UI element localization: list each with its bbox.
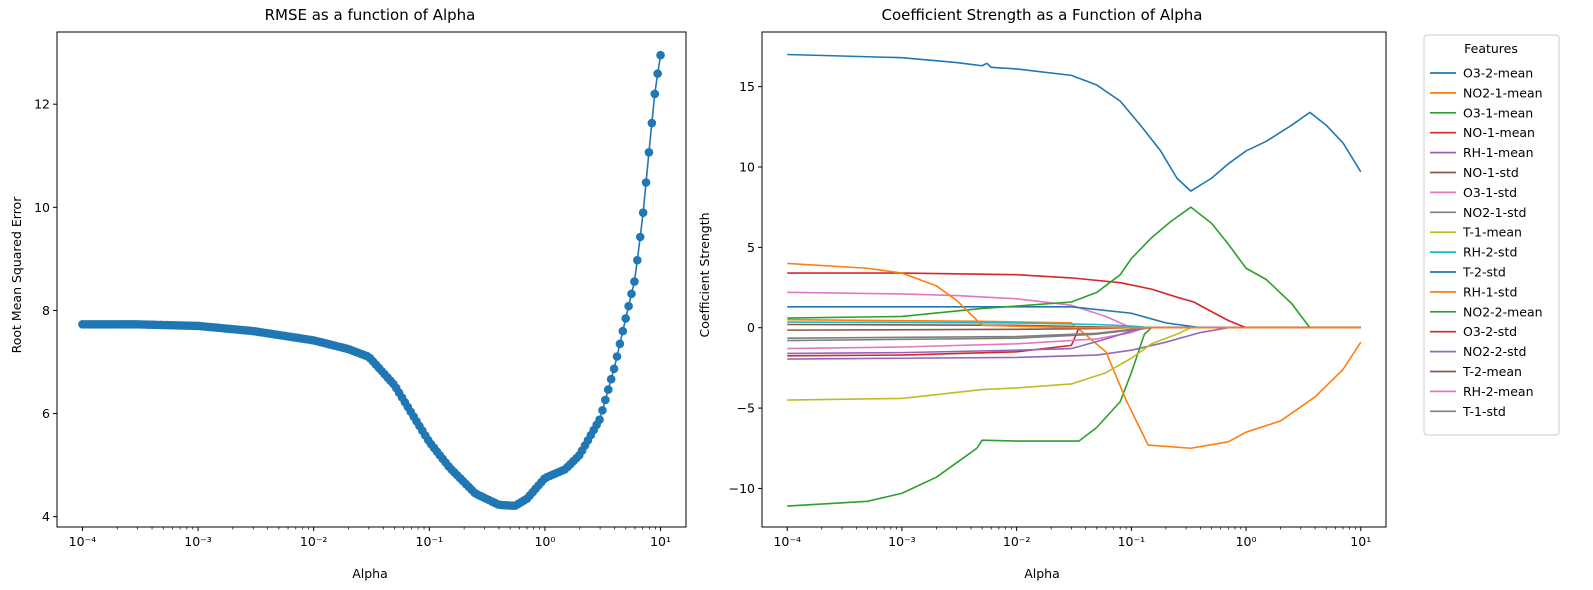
rmse-point (609, 364, 619, 374)
legend-label: T-1-mean (1462, 225, 1522, 240)
coef-line-no-1-mean (787, 272, 1361, 329)
coef-line-t-1-mean (787, 326, 1361, 401)
legend-label: NO-1-mean (1463, 125, 1535, 140)
left-ytick-label: 4 (42, 509, 50, 524)
right-xtick-label: 10⁰ (1236, 534, 1257, 549)
left-xtick-label: 10⁰ (534, 534, 555, 549)
rmse-point (598, 406, 607, 415)
legend-label: O3-1-std (1463, 185, 1517, 200)
left-plot-area: 10⁻⁴ 10⁻³ 10⁻² 10⁻¹ 10⁰ 10¹ 4 6 8 10 12 (34, 31, 687, 549)
right-ytick-label: −5 (737, 401, 755, 416)
coef-line-o3-2-std (787, 326, 1361, 357)
left-xtick-label: 10¹ (650, 534, 671, 549)
rmse-point (644, 148, 654, 157)
coef-line-t-2-std (787, 306, 1361, 329)
coef-line-no2-2-std (787, 326, 1361, 360)
legend-label: NO2-2-mean (1463, 304, 1543, 319)
right-xtick-label: 10⁻¹ (1118, 534, 1146, 549)
right-ytick-label: 10 (739, 160, 755, 175)
coef-line-rh-1-std (787, 318, 1362, 450)
legend-label: O3-2-mean (1463, 66, 1533, 81)
legend-label: O3-1-mean (1463, 105, 1533, 120)
rmse-point (647, 118, 657, 128)
rmse-point (603, 385, 613, 394)
legend-label: RH-2-mean (1463, 384, 1534, 399)
legend-label: NO-1-std (1463, 165, 1519, 180)
left-ytick-label: 8 (42, 303, 50, 318)
right-chart-xlabel: Alpha (1024, 566, 1060, 581)
rmse-point (635, 232, 645, 242)
rmse-point (618, 326, 628, 336)
rmse-point (621, 314, 630, 323)
left-xtick-label: 10⁻³ (184, 534, 212, 549)
rmse-point (606, 374, 616, 384)
left-ytick-label: 6 (42, 406, 50, 421)
right-xtick-label: 10⁻⁴ (773, 534, 801, 549)
rmse-point (641, 178, 651, 187)
legend: Features O3-2-mean NO2-1-mean O3-1-mean NO-… (1423, 34, 1560, 436)
coef-line-o3-2-mean (787, 53, 1362, 192)
left-xtick-label: 10⁻⁴ (69, 534, 97, 549)
rmse-point (656, 50, 665, 60)
left-xtick-label: 10⁻¹ (416, 534, 444, 549)
rmse-point (601, 395, 610, 405)
coef-line-no2-2-mean (787, 326, 1361, 507)
legend-label: NO2-1-mean (1463, 85, 1543, 100)
legend-label: T-2-std (1462, 265, 1506, 280)
legend-title: Features (1464, 41, 1518, 56)
rmse-line (82, 55, 662, 507)
right-chart-ylabel: Coefficient Strength (697, 212, 712, 337)
right-xtick-label: 10¹ (1350, 534, 1371, 549)
rmse-point (624, 301, 633, 311)
left-ytick-label: 12 (34, 97, 50, 112)
left-chart-xlabel: Alpha (352, 566, 388, 581)
right-xtick-label: 10⁻² (1003, 534, 1031, 549)
left-ytick-label: 10 (34, 200, 50, 215)
right-plot-area: 10⁻⁴ 10⁻³ 10⁻² 10⁻¹ 10⁰ 10¹ −10 −5 0 5 10 15 (729, 31, 1387, 549)
left-xtick-label: 10⁻² (300, 534, 328, 549)
legend-label: NO2-2-std (1463, 344, 1526, 359)
rmse-point (650, 89, 660, 99)
rmse-point (595, 415, 604, 424)
coef-line-no2-1-mean (787, 262, 1361, 329)
rmse-point (612, 352, 622, 361)
legend-label: T-1-std (1462, 404, 1506, 419)
legend-label: NO2-1-std (1463, 205, 1526, 220)
right-axes-frame (761, 31, 1387, 528)
legend-label: O3-2-std (1463, 324, 1517, 339)
left-chart-ylabel: Root Mean Squared Error (9, 196, 24, 354)
right-ytick-label: −10 (729, 481, 755, 496)
rmse-point (630, 277, 639, 286)
left-axes-frame (56, 31, 687, 528)
right-chart-title: Coefficient Strength as a Function of Al… (881, 6, 1202, 24)
rmse-point (633, 255, 642, 265)
left-chart-title: RMSE as a function of Alpha (265, 6, 476, 24)
right-ytick-label: 0 (747, 320, 755, 335)
right-ytick-label: 5 (747, 240, 755, 255)
rmse-point (638, 208, 648, 217)
right-xtick-label: 10⁻³ (888, 534, 916, 549)
legend-frame (1423, 34, 1560, 436)
legend-label: RH-1-std (1463, 284, 1517, 299)
legend-label: RH-2-std (1463, 245, 1517, 260)
rmse-point (615, 339, 625, 349)
coef-line-o3-1-mean (787, 206, 1361, 329)
legend-label: T-2-mean (1462, 364, 1522, 379)
rmse-point (653, 69, 662, 78)
right-ytick-label: 15 (739, 79, 755, 94)
rmse-point (627, 289, 636, 299)
legend-label: RH-1-mean (1463, 145, 1534, 160)
